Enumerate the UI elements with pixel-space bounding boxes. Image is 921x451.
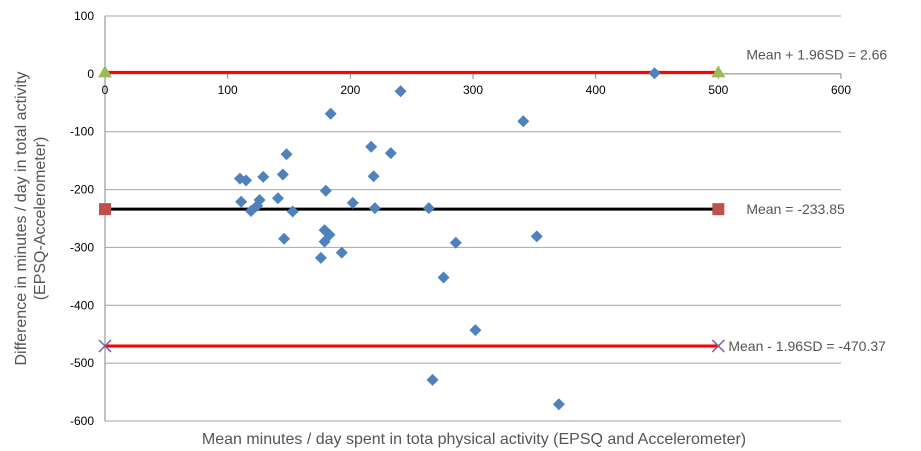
data-point <box>323 228 336 241</box>
x-tick-label: 100 <box>218 83 238 97</box>
data-point <box>280 148 293 161</box>
data-point <box>253 193 266 206</box>
y-tick-label: 0 <box>87 67 94 81</box>
x-tick-label: 400 <box>586 83 606 97</box>
y-axis-title: Difference in minutes / day in total act… <box>13 71 49 365</box>
data-point <box>426 373 439 386</box>
data-point <box>449 236 462 249</box>
data-point <box>530 230 543 243</box>
y-tick-label: -300 <box>70 240 94 254</box>
data-point <box>368 202 381 215</box>
reference-line-label: Mean - 1.96SD = -470.37 <box>728 338 886 354</box>
data-point <box>394 85 407 98</box>
data-point <box>324 107 337 120</box>
data-point <box>346 196 359 209</box>
cross-marker <box>98 339 112 353</box>
square-marker <box>712 203 725 216</box>
data-points <box>233 67 661 411</box>
data-point <box>257 170 270 183</box>
data-point <box>384 147 397 160</box>
y-tick-label: -400 <box>70 298 94 312</box>
y-tick-label: -500 <box>70 356 94 370</box>
data-point <box>278 232 291 245</box>
data-point <box>335 246 348 259</box>
data-point <box>365 140 378 153</box>
reference-line-label: Mean = -233.85 <box>746 201 845 217</box>
data-point <box>276 168 289 181</box>
y-axis-tick-labels: 100 0 -100 -200 -300 -400 -500 -600 <box>70 9 94 428</box>
data-point <box>235 195 248 208</box>
grid-lines <box>104 15 842 422</box>
data-point <box>437 271 450 284</box>
data-point <box>286 205 299 218</box>
data-point <box>648 67 661 80</box>
x-tick-label: 200 <box>340 83 360 97</box>
triangle-marker <box>711 65 726 78</box>
y-axis-title-line: Difference in minutes / day in total act… <box>13 71 30 365</box>
x-tick-label: 300 <box>463 83 483 97</box>
data-point <box>367 170 380 183</box>
data-point <box>552 398 565 411</box>
triangle-marker <box>98 65 112 78</box>
data-point <box>422 202 435 215</box>
y-tick-label: -100 <box>70 125 94 139</box>
reference-lines: Mean + 1.96SD = 2.66 Mean = -233.85 Mean -… <box>98 46 887 354</box>
data-point <box>517 115 530 128</box>
data-point <box>314 251 327 264</box>
cross-marker <box>711 339 725 353</box>
y-tick-label: 100 <box>74 9 94 23</box>
data-point <box>240 174 253 187</box>
square-marker <box>99 203 111 216</box>
x-tick-label: 600 <box>831 83 851 97</box>
reference-line-label: Mean + 1.96SD = 2.66 <box>746 46 887 62</box>
y-tick-label: -200 <box>70 183 94 197</box>
x-tick-label: 500 <box>708 83 728 97</box>
x-axis-tick-labels: 0 100 200 300 400 500 600 <box>102 83 852 97</box>
x-axis-title: Mean minutes / day spent in tota physica… <box>202 431 746 448</box>
y-tick-label: -600 <box>70 414 94 428</box>
data-point <box>469 324 482 337</box>
data-point <box>319 184 332 197</box>
y-axis-title-line: (EPSQ-Accelerometer) <box>32 137 49 301</box>
x-tick-label: 0 <box>102 83 109 97</box>
data-point <box>271 192 284 205</box>
